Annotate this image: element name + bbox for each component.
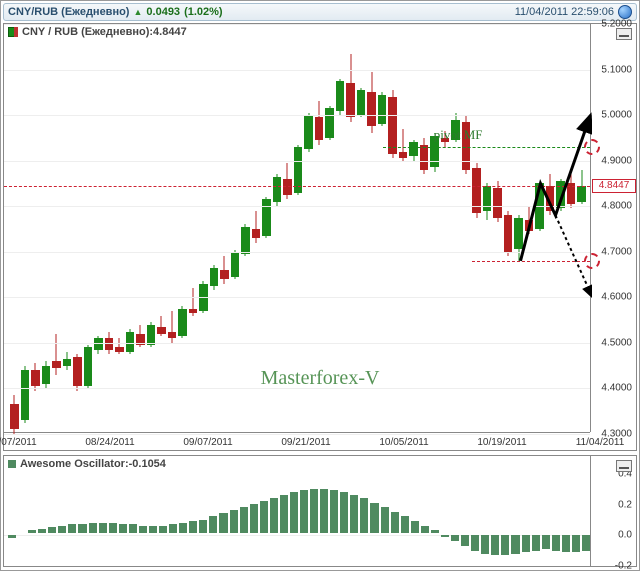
chart-title-text: CNY / RUB (Ежедневно):4.8447 bbox=[22, 26, 187, 38]
plot-area bbox=[4, 24, 590, 432]
projection-arrows bbox=[4, 24, 592, 434]
change-pct: (1.02%) bbox=[184, 6, 223, 18]
chart-header: CNY/RUB (Ежедневно) ▲ 0.0493 (1.02%) 11/… bbox=[3, 3, 637, 21]
candle-legend-icon bbox=[8, 27, 18, 37]
oscillator-chart: Awesome Oscillator:-0.1054 0.40.20.0-0.2 bbox=[3, 455, 637, 567]
osc-legend-icon bbox=[8, 460, 16, 468]
price-chart: CNY / RUB (Ежедневно):4.8447 5.20005.100… bbox=[3, 23, 637, 451]
globe-icon[interactable] bbox=[618, 5, 632, 19]
osc-y-axis: 0.40.20.0-0.2 bbox=[590, 456, 636, 566]
osc-title-text: Awesome Oscillator:-0.1054 bbox=[20, 458, 166, 470]
restore-icon[interactable] bbox=[616, 460, 632, 472]
chart-title: CNY / RUB (Ежедневно):4.8447 bbox=[8, 26, 187, 38]
restore-icon[interactable] bbox=[616, 28, 632, 40]
pair-label: CNY/RUB (Ежедневно) bbox=[8, 6, 129, 18]
up-triangle-icon: ▲ bbox=[133, 7, 142, 17]
change-value: 0.0493 bbox=[146, 6, 180, 18]
price-label: 4.8447 bbox=[592, 179, 636, 193]
timestamp: 11/04/2011 22:59:06 bbox=[515, 6, 614, 18]
oscillator-title: Awesome Oscillator:-0.1054 bbox=[8, 458, 166, 470]
y-axis: 5.20005.10005.00004.90004.80004.70004.60… bbox=[590, 24, 636, 432]
osc-plot-area bbox=[8, 474, 590, 564]
